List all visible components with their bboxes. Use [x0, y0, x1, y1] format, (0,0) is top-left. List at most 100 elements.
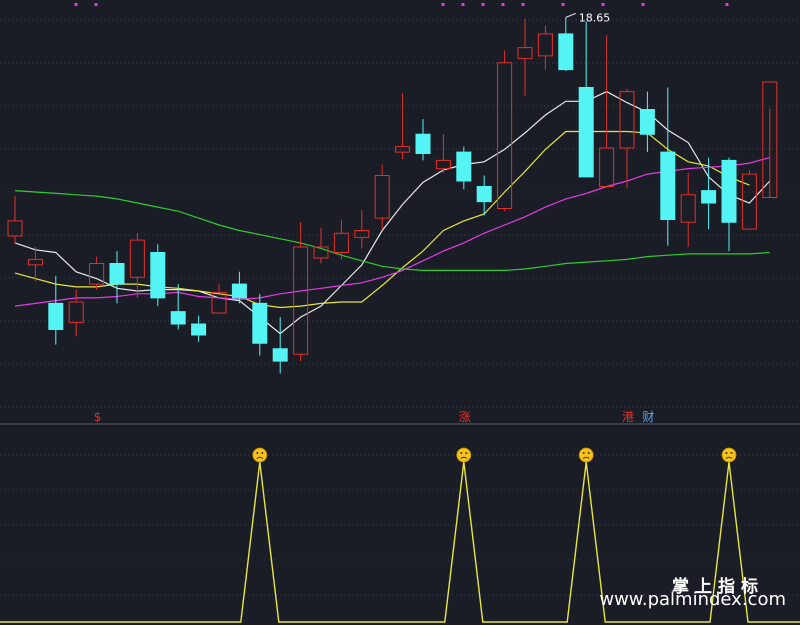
candle: [762, 81, 778, 198]
face: [252, 447, 268, 463]
candle-body: [313, 246, 329, 259]
signal-marker: 港: [622, 410, 634, 424]
candle-body: [497, 62, 513, 209]
frown: [582, 456, 590, 459]
candle: [252, 293, 268, 356]
top-dot: [74, 3, 78, 6]
candle: [48, 275, 64, 345]
top-dot: [521, 3, 525, 6]
face: [578, 447, 594, 463]
candle: [211, 284, 227, 314]
eye: [465, 452, 468, 454]
watermark-url: www.palmindex.com: [599, 589, 786, 610]
candle-body: [150, 252, 166, 299]
top-dot: [461, 3, 465, 6]
candle-body: [619, 91, 635, 149]
candle-body: [7, 220, 23, 237]
face: [456, 447, 472, 463]
signal-marker: $: [94, 410, 102, 424]
candle-body: [599, 147, 615, 187]
high-annotation: 18.65: [565, 11, 611, 24]
candle-body: [170, 311, 186, 325]
watermark-title: 掌上指标: [672, 577, 764, 597]
top-dot: [481, 3, 485, 6]
candle: [517, 18, 533, 96]
eye: [261, 452, 264, 454]
candle: [68, 289, 84, 337]
top-dot: [641, 3, 645, 6]
candle-body: [293, 246, 309, 355]
ma-line-ma60: [14, 190, 770, 271]
ma-line-ma20: [14, 157, 770, 307]
frown: [725, 456, 733, 459]
sad-face-icon: [456, 447, 472, 463]
candle-body: [129, 239, 145, 278]
candle-body: [741, 173, 757, 230]
candle: [313, 227, 329, 264]
candle-body: [701, 190, 717, 204]
candle-body: [272, 348, 288, 362]
sad-face-icon: [252, 447, 268, 463]
signal-markers: $ 涨 港财: [94, 409, 655, 424]
candle: [354, 209, 370, 249]
face: [721, 447, 737, 463]
candle: [415, 119, 431, 161]
candle: [272, 317, 288, 374]
high-value-label: 18.65: [579, 11, 611, 24]
candle-body: [680, 194, 696, 223]
candle: [639, 91, 655, 153]
candle: [293, 222, 309, 362]
candle-body: [109, 263, 125, 285]
candle: [578, 21, 594, 178]
candlesticks: [7, 17, 778, 374]
candle-body: [415, 133, 431, 154]
high-pointer: [565, 12, 576, 18]
frown: [256, 456, 264, 459]
candle: [537, 25, 553, 70]
candle: [170, 284, 186, 330]
top-dot: [501, 3, 505, 6]
top-dot: [561, 3, 565, 6]
candle-body: [48, 302, 64, 330]
candle: [660, 87, 676, 246]
candle-body: [476, 186, 492, 203]
eye: [460, 452, 463, 454]
candle: [27, 247, 43, 282]
candle: [680, 172, 696, 247]
candle: [619, 88, 635, 188]
candle: [89, 256, 105, 290]
grid-lines: [0, 19, 800, 596]
candle: [558, 17, 574, 71]
candle: [374, 164, 390, 230]
candle-body: [89, 263, 105, 285]
candle-body: [558, 33, 574, 71]
candle: [7, 196, 23, 245]
eye: [730, 452, 733, 454]
candle: [191, 315, 207, 342]
candle-body: [537, 33, 553, 57]
ma-line-ma5: [14, 90, 771, 335]
candle-body: [517, 47, 533, 60]
candle: [701, 157, 717, 230]
candle: [150, 244, 166, 307]
candle: [129, 233, 145, 298]
frown: [460, 456, 468, 459]
eye: [256, 452, 259, 454]
eye: [725, 452, 728, 454]
candle-body: [27, 258, 43, 266]
candle-body: [721, 159, 737, 223]
top-dot: [441, 3, 445, 6]
signal-line: [0, 461, 800, 623]
candle-body: [456, 151, 472, 182]
candle: [497, 50, 513, 212]
candle: [395, 93, 411, 159]
indicator-panel: [0, 3, 800, 623]
signal-marker: 财: [642, 410, 654, 424]
candle-body: [252, 302, 268, 344]
candle-body: [333, 232, 349, 253]
candle-body: [354, 230, 370, 238]
candle-body: [374, 175, 390, 219]
top-dot: [94, 3, 98, 6]
candle-body: [191, 323, 207, 336]
